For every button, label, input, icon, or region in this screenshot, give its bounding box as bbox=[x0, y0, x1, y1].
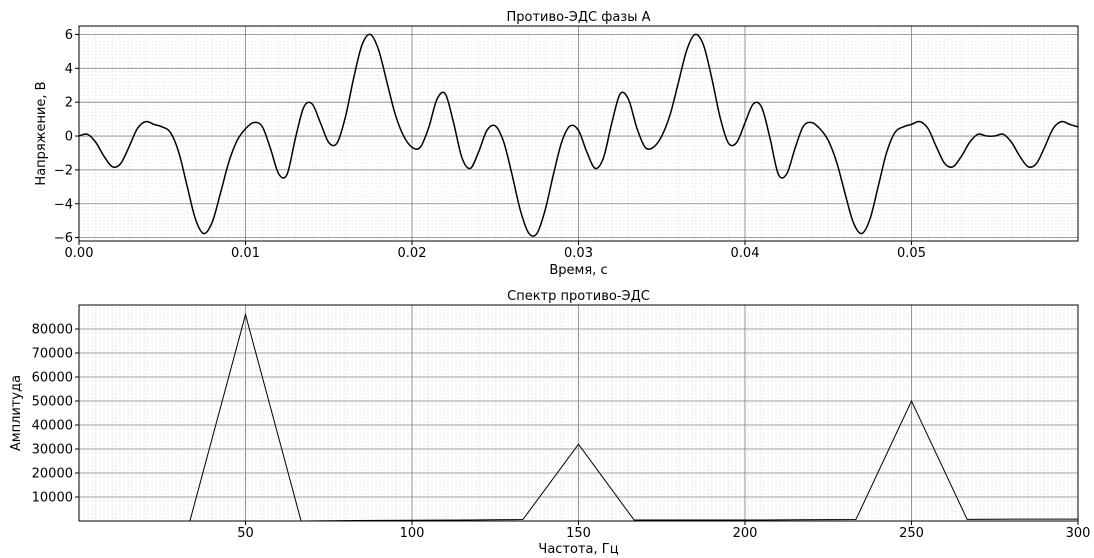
grid bbox=[75, 26, 1079, 245]
y-tick-label: 70000 bbox=[32, 347, 73, 362]
x-tick-label: 50 bbox=[237, 526, 254, 541]
y-axis-label: Амплитуда bbox=[9, 375, 24, 451]
voltage-series-line bbox=[78, 33, 1079, 237]
y-tick-label: 4 bbox=[65, 62, 73, 77]
y-tick-label: 0 bbox=[65, 130, 73, 145]
y-tick-label: 10000 bbox=[32, 491, 73, 506]
plot-frame bbox=[78, 25, 1079, 242]
y-tick-label: 80000 bbox=[32, 323, 73, 338]
x-tick-label: 300 bbox=[1066, 526, 1091, 541]
y-tick-label: 50000 bbox=[32, 395, 73, 410]
x-tick-label: 200 bbox=[733, 526, 758, 541]
x-tick-label: 0.05 bbox=[897, 246, 926, 261]
x-tick-label: 0.02 bbox=[398, 246, 427, 261]
plot-frame bbox=[78, 304, 1079, 522]
spectrum-chart: Спектр противо-ЭДС 50 100 150 200 250 300 1000… bbox=[9, 289, 1090, 557]
y-tick-label: −4 bbox=[54, 197, 73, 212]
tick-labels: 50 100 150 200 250 300 10000 20000 30000 40000 500… bbox=[32, 323, 1091, 542]
x-tick-label: 100 bbox=[400, 526, 425, 541]
y-tick-label: 60000 bbox=[32, 371, 73, 386]
x-tick-label: 0.03 bbox=[564, 246, 593, 261]
x-tick-label: 250 bbox=[899, 526, 924, 541]
x-tick-label: 150 bbox=[566, 526, 591, 541]
chart-title: Спектр противо-ЭДС bbox=[507, 289, 650, 304]
x-axis-label: Время, с bbox=[549, 263, 607, 278]
x-tick-label: 0.00 bbox=[65, 246, 94, 261]
chart-title: Противо-ЭДС фазы А bbox=[506, 10, 650, 25]
y-tick-label: 6 bbox=[65, 28, 73, 43]
y-tick-label: 2 bbox=[65, 96, 73, 111]
x-axis-label: Частота, Гц bbox=[538, 542, 618, 557]
y-tick-label: 40000 bbox=[32, 419, 73, 434]
y-tick-label: −6 bbox=[54, 231, 73, 246]
y-tick-label: −2 bbox=[54, 163, 73, 178]
x-tick-label: 0.04 bbox=[731, 246, 760, 261]
y-tick-label: 20000 bbox=[32, 467, 73, 482]
grid bbox=[75, 304, 1079, 525]
tick-labels: 0.00 0.01 0.02 0.03 0.04 0.05 −6 −4 −2 0 2 4 6 bbox=[54, 28, 926, 261]
x-tick-label: 0.01 bbox=[231, 246, 260, 261]
voltage-chart: Противо-ЭДС фазы А 0.00 0.01 0.02 0.03 0.04 0… bbox=[34, 10, 1079, 278]
y-axis-label: Напряжение, В bbox=[34, 81, 49, 185]
y-tick-label: 30000 bbox=[32, 443, 73, 458]
